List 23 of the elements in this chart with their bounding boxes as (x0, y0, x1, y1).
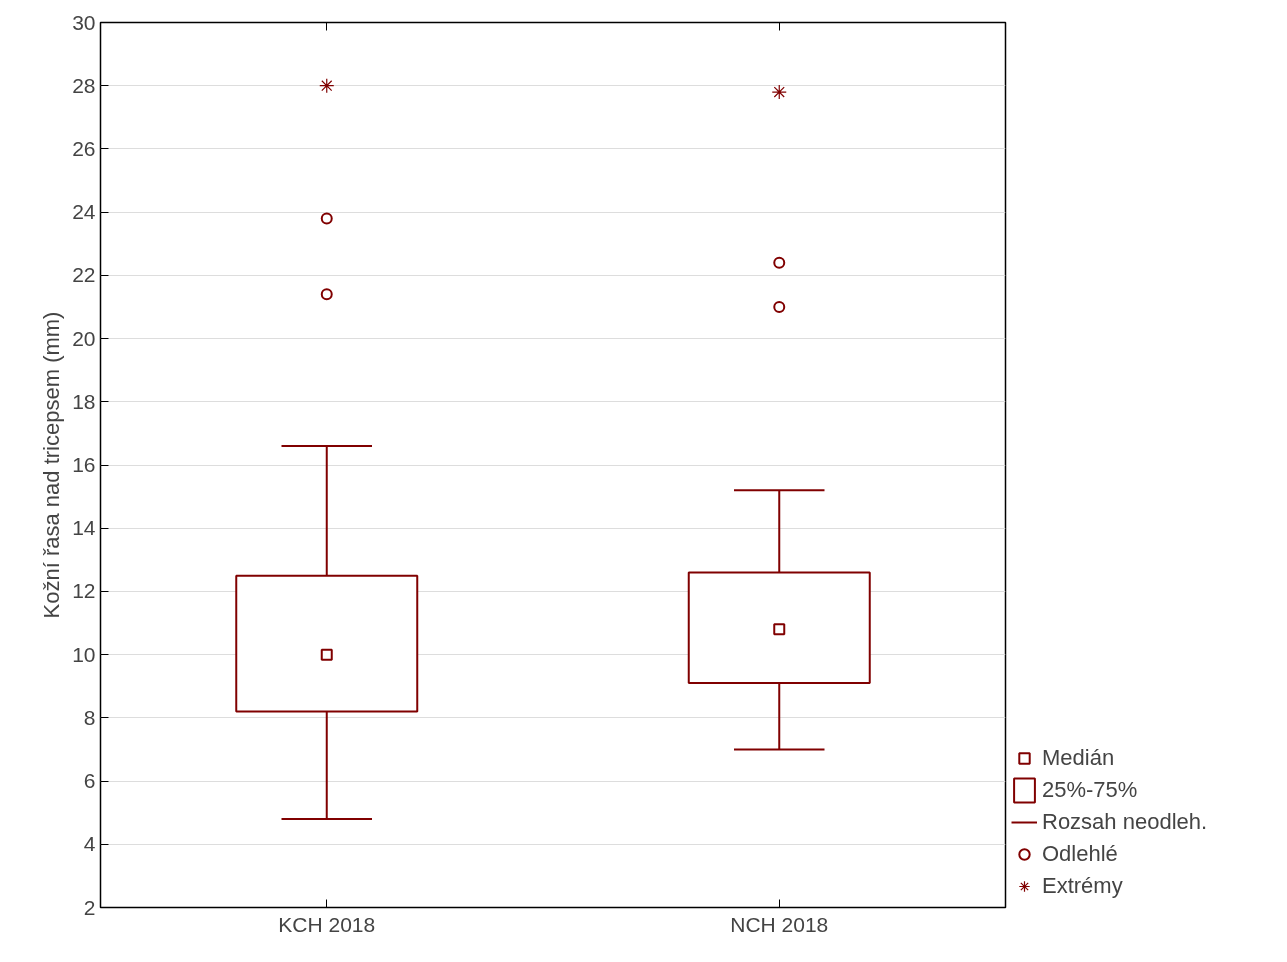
y-tick-label: 14 (72, 516, 96, 540)
y-tick-label: 8 (83, 705, 96, 729)
legend-label: 25%-75% (1042, 777, 1138, 803)
y-tick-label: 30 (72, 10, 96, 34)
text: Odlehlé (1042, 841, 1118, 867)
legend-label: Extrémy (1042, 873, 1123, 899)
y-tick-label: 4 (83, 832, 96, 856)
y-tick-label: 26 (72, 136, 96, 160)
y-tick-label: 22 (72, 263, 96, 287)
x-tick-label: NCH 2018 (730, 912, 829, 936)
y-tick-label: 24 (72, 200, 96, 224)
y-tick-label: 2 (83, 895, 96, 919)
text: Rozsah neodleh. (1042, 809, 1208, 835)
y-tick-label: 10 (72, 642, 96, 666)
y-tick-label: 20 (72, 326, 96, 350)
x-tick-label: KCH 2018 (278, 912, 376, 936)
y-tick-label: 6 (83, 769, 96, 793)
text: Medián (1042, 745, 1115, 771)
y-axis-title: Kožní řasa nad tricepsem (mm) (39, 311, 65, 619)
y-tick-label: 12 (72, 579, 96, 603)
y-tick-label: 16 (72, 453, 96, 476)
y-tick-label: 18 (72, 389, 96, 413)
y-tick-label: 28 (72, 73, 96, 97)
